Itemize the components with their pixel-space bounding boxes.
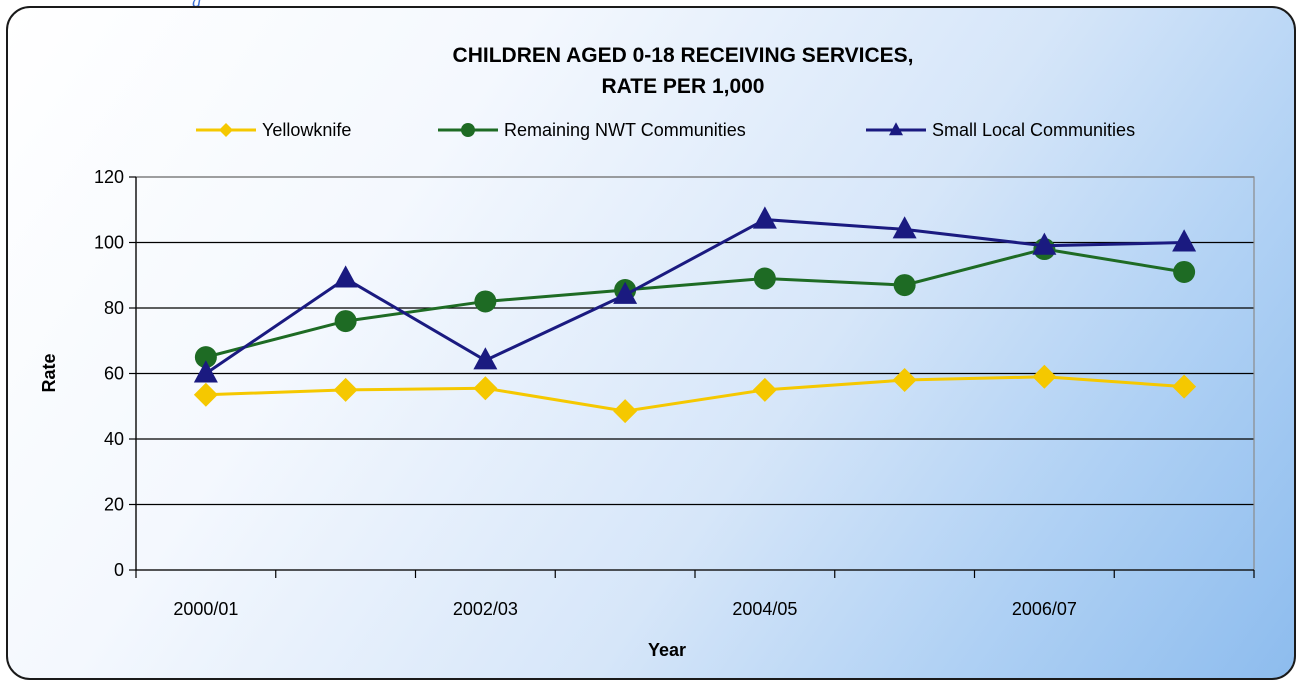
y-tick-label: 60 — [104, 364, 124, 384]
data-point-small-local-communities — [892, 216, 917, 239]
data-point-yellowknife — [752, 377, 777, 402]
x-tick-label: 2000/01 — [173, 599, 238, 619]
plot-area: 0 20 40 60 80 100 120 2000/01 2002/03 2004/05 2006… — [94, 167, 1255, 619]
data-point-small-local-communities — [193, 360, 218, 383]
data-point-small-local-communities — [752, 206, 777, 229]
series-line-remaining-nwt-communities — [205, 247, 1185, 359]
data-point-remaining-nwt-communities — [194, 346, 217, 369]
data-point-small-local-communities — [613, 281, 638, 304]
data-point-remaining-nwt-communities — [1173, 260, 1196, 283]
legend-label-remaining-nwt-communities: Remaining NWT Communities — [504, 120, 746, 140]
chart-legend: Yellowknife Remaining NWT Communities Smal… — [196, 120, 1135, 140]
y-axis-label: Rate — [39, 353, 59, 392]
chart-frame — [6, 6, 1296, 680]
data-point-yellowknife — [473, 376, 498, 401]
data-point-yellowknife — [1032, 364, 1057, 389]
legend-label-yellowknife: Yellowknife — [262, 120, 351, 140]
data-point-remaining-nwt-communities — [753, 267, 776, 290]
y-tick-label: 40 — [104, 429, 124, 449]
x-tick-label: 2006/07 — [1012, 599, 1077, 619]
legend-label-small-local-communities: Small Local Communities — [932, 120, 1135, 140]
x-tick-label: 2002/03 — [453, 599, 518, 619]
data-point-yellowknife — [892, 368, 917, 393]
data-point-yellowknife — [193, 382, 218, 407]
y-tick-label: 100 — [94, 233, 124, 253]
chart-title-line-2: RATE PER 1,000 — [601, 75, 764, 98]
x-axis-label: Year — [648, 640, 686, 660]
data-point-small-local-communities — [333, 265, 358, 288]
legend-marker-remaining-nwt-communities — [461, 123, 475, 137]
y-tick-label: 80 — [104, 298, 124, 318]
data-point-small-local-communities — [1172, 229, 1197, 252]
header-fragment: g — [192, 0, 201, 12]
series-line-small-local-communities — [205, 218, 1185, 375]
data-point-yellowknife — [333, 377, 358, 402]
y-tick-label: 0 — [114, 560, 124, 580]
x-tick-label: 2004/05 — [732, 599, 797, 619]
data-point-yellowknife — [613, 399, 638, 424]
y-tick-label: 20 — [104, 495, 124, 515]
data-point-remaining-nwt-communities — [893, 274, 916, 297]
series-line-yellowknife — [205, 375, 1185, 413]
legend-marker-yellowknife — [219, 123, 233, 137]
data-point-small-local-communities — [1032, 232, 1057, 255]
data-point-small-local-communities — [473, 347, 498, 370]
data-point-yellowknife — [1172, 374, 1197, 399]
data-point-remaining-nwt-communities — [474, 290, 497, 313]
chart-title-line-1: CHILDREN AGED 0-18 RECEIVING SERVICES, — [453, 44, 914, 67]
data-point-remaining-nwt-communities — [334, 310, 357, 333]
y-tick-label: 120 — [94, 167, 124, 187]
legend-marker-small-local-communities — [889, 122, 903, 136]
